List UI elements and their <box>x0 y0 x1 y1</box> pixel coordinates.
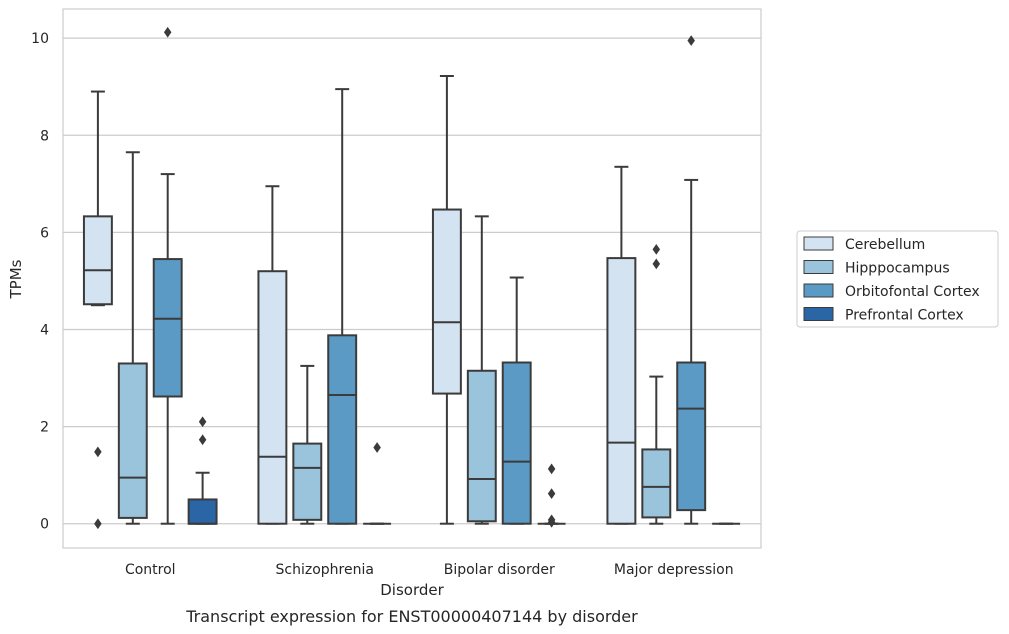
y-tick-label: 10 <box>31 31 49 47</box>
legend-swatch <box>803 260 834 274</box>
chart-caption: Transcript expression for ENST0000040714… <box>185 607 638 626</box>
box-body <box>292 442 323 521</box>
y-axis-label: TPMs <box>7 259 25 299</box>
box-body <box>187 498 218 525</box>
box-body <box>327 334 358 525</box>
legend-label: Prefrontal Cortex <box>845 308 964 324</box>
box-orbitofontal-cortex-control <box>152 26 183 525</box>
box-body <box>82 215 113 306</box>
y-tick-label: 4 <box>40 322 49 338</box>
box-cerebellum-schizophrenia <box>257 185 288 525</box>
box-body <box>466 369 497 523</box>
box-orbitofontal-cortex-bipolar-disorder <box>501 276 532 525</box>
outlier-point <box>198 434 207 446</box>
y-tick-label: 6 <box>40 225 49 241</box>
x-axis-label: Disorder <box>380 581 444 599</box>
box-cerebellum-major-depression <box>606 165 637 525</box>
y-tick-label: 0 <box>40 517 49 533</box>
box-orbitofontal-cortex-major-depression <box>676 35 707 525</box>
box-cerebellum-bipolar-disorder <box>431 75 462 525</box>
y-tick-label: 2 <box>40 420 49 436</box>
plot-frame <box>62 8 762 549</box>
outlier-point <box>163 26 172 38</box>
x-tick-label: Bipolar disorder <box>444 562 555 578</box>
outlier-point <box>373 442 381 453</box>
outlier-point <box>547 488 556 499</box>
legend-label: Hipppocampus <box>845 261 950 277</box>
legend: Cerebellum Hipppocampus Orbitofontal Corte… <box>796 230 999 328</box>
box-body <box>117 362 148 519</box>
x-tick-label: Major depression <box>614 562 734 578</box>
box-cerebellum-control <box>82 90 113 530</box>
legend-swatch <box>803 236 834 251</box>
box-hipppocampus-major-depression <box>641 243 672 525</box>
outlier-point <box>687 35 695 46</box>
y-tick-labels: 0 2 4 6 8 10 <box>31 31 49 533</box>
x-tick-label: Control <box>125 562 176 578</box>
outlier-point <box>547 463 556 475</box>
legend-frame <box>796 230 999 328</box>
box-prefrontal-cortex-bipolar-disorder <box>537 463 566 528</box>
legend-swatch <box>803 283 834 298</box>
box-hipppocampus-bipolar-disorder <box>466 215 497 525</box>
boxes-layer <box>82 26 741 530</box>
legend-items: Cerebellum Hipppocampus Orbitofontal Corte… <box>803 236 980 324</box>
box-body <box>431 208 462 395</box>
legend-label: Cerebellum <box>845 237 925 253</box>
box-prefrontal-cortex-schizophrenia <box>363 442 392 525</box>
outlier-point <box>94 518 102 530</box>
box-body <box>257 270 288 525</box>
legend-swatch <box>803 307 834 321</box>
box-body <box>606 257 637 525</box>
y-tick-label: 8 <box>40 128 49 144</box>
x-tick-label: Schizophrenia <box>276 562 374 578</box>
box-body <box>152 258 183 398</box>
outlier-point <box>652 258 661 270</box>
legend-label: Orbitofontal Cortex <box>845 284 980 300</box>
box-hipppocampus-control <box>117 151 148 525</box>
box-body <box>641 448 672 519</box>
outlier-point <box>547 516 556 528</box>
box-body <box>676 361 707 512</box>
outlier-point <box>198 416 207 428</box>
x-tick-labels: Control Schizophrenia Bipolar disorder Majo… <box>125 562 734 578</box>
box-orbitofontal-cortex-schizophrenia <box>327 88 358 525</box>
outlier-point <box>652 243 661 255</box>
box-prefrontal-cortex-control <box>187 416 218 525</box>
outlier-point <box>94 446 102 458</box>
box-hipppocampus-schizophrenia <box>292 364 323 525</box>
box-body <box>501 361 532 525</box>
